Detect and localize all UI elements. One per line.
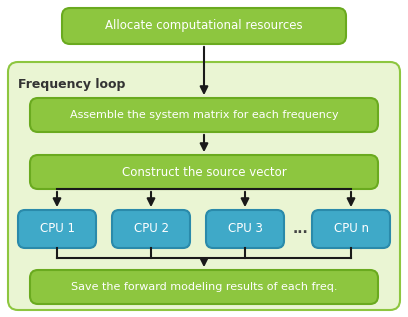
Text: CPU 2: CPU 2 [133,223,169,236]
Text: Allocate computational resources: Allocate computational resources [105,20,303,33]
FancyBboxPatch shape [18,210,96,248]
Text: Frequency loop: Frequency loop [18,78,125,91]
Text: Construct the source vector: Construct the source vector [122,165,286,178]
FancyBboxPatch shape [30,270,378,304]
Text: CPU 1: CPU 1 [40,223,75,236]
FancyBboxPatch shape [312,210,390,248]
FancyBboxPatch shape [8,62,400,310]
FancyBboxPatch shape [206,210,284,248]
Text: CPU n: CPU n [333,223,368,236]
Text: ...: ... [292,222,308,236]
Text: Save the forward modeling results of each freq.: Save the forward modeling results of eac… [71,282,337,292]
Text: CPU 3: CPU 3 [228,223,262,236]
FancyBboxPatch shape [30,98,378,132]
FancyBboxPatch shape [62,8,346,44]
FancyBboxPatch shape [112,210,190,248]
FancyBboxPatch shape [30,155,378,189]
Text: Assemble the system matrix for each frequency: Assemble the system matrix for each freq… [70,110,338,120]
